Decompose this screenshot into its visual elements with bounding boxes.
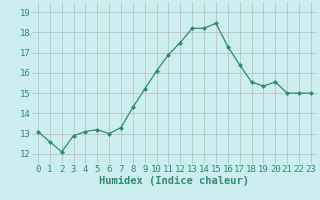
X-axis label: Humidex (Indice chaleur): Humidex (Indice chaleur) [100, 176, 249, 186]
